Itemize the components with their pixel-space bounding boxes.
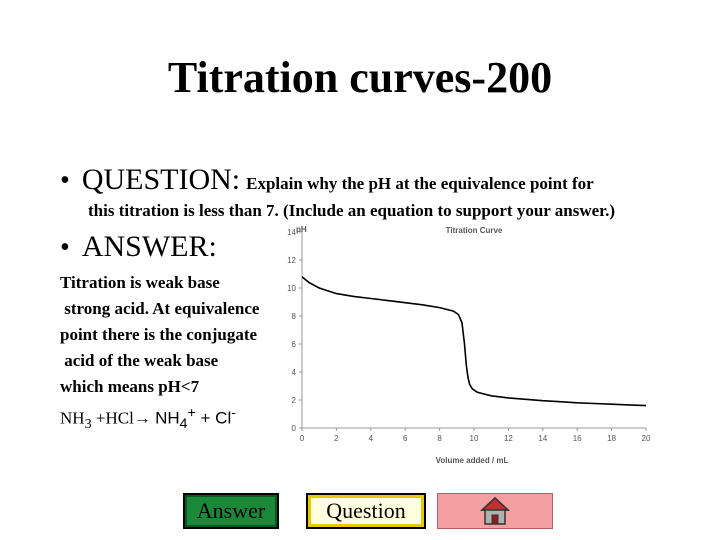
y-tick-label: 6 — [292, 340, 297, 349]
x-tick-label: 6 — [403, 434, 408, 443]
eq-nh4: NH — [155, 408, 180, 428]
answer-line-5: which means pH<7 — [60, 377, 200, 396]
eq-nh4-sup: + — [187, 405, 196, 421]
y-axis-label: pH — [296, 225, 307, 234]
slide-title: Titration curves-200 — [167, 53, 553, 102]
titration-chart: 0 2 4 6 8 10 12 14 0 2 4 6 8 10 12 14 16 18 20 Titration Cu… — [287, 225, 651, 465]
answer-line: • ANSWER: — [60, 230, 217, 264]
x-tick-label: 2 — [334, 434, 339, 443]
x-axis-label: Volume added / mL — [436, 456, 509, 465]
y-tick-label: 2 — [292, 396, 297, 405]
x-tick-label: 12 — [504, 434, 513, 443]
y-tick-label: 10 — [287, 284, 296, 293]
eq-arrow: → — [133, 408, 156, 428]
x-tick-label: 0 — [300, 434, 305, 443]
answer-line-4: acid of the weak base — [60, 351, 219, 370]
answer-body: Titration is weak base strong acid. At e… — [60, 270, 259, 437]
y-tick-label: 4 — [292, 368, 297, 377]
y-tick-label: 0 — [292, 424, 297, 433]
home-button[interactable] — [437, 493, 553, 529]
eq-nh4-sub: 4 — [179, 416, 188, 433]
answer-line-3: point there is the conjugate — [60, 325, 258, 344]
x-tick-label: 16 — [573, 434, 582, 443]
answer-equation: NH3 +HCl→ NH4+ + Cl- — [60, 400, 259, 437]
x-tick-label: 8 — [437, 434, 442, 443]
answer-line-2: strong acid. At equivalence — [60, 299, 260, 318]
titration-curve-line — [301, 276, 647, 407]
x-tick-label: 10 — [470, 434, 479, 443]
x-tick-label: 14 — [538, 434, 547, 443]
question-bullet: • — [60, 165, 70, 196]
eq-cl-sup: - — [231, 405, 236, 421]
question-text-1: Explain why the pH at the equivalence po… — [246, 174, 594, 193]
x-tick-label: 18 — [607, 434, 616, 443]
eq-plus-cl: + Cl — [195, 408, 232, 428]
x-tick-label: 4 — [369, 434, 374, 443]
answer-bullet: • — [60, 232, 70, 263]
x-tick-label: 20 — [642, 434, 651, 443]
answer-heading: ANSWER: — [81, 230, 217, 263]
eq-hcl: +HCl — [91, 408, 134, 428]
question-button[interactable]: Question — [306, 493, 426, 529]
eq-nh3-sub: 3 — [84, 416, 92, 433]
y-tick-label: 12 — [287, 256, 296, 265]
eq-nh3: NH — [60, 408, 85, 428]
chart-title: Titration Curve — [446, 226, 503, 235]
answer-button[interactable]: Answer — [183, 493, 279, 529]
home-icon — [480, 496, 510, 525]
question-text-2: this titration is less than 7. (Include … — [88, 201, 616, 220]
y-tick-label: 14 — [287, 228, 296, 237]
answer-line-1: Titration is weak base — [60, 273, 220, 292]
question-line: • QUESTION: Explain why the pH at the equi… — [60, 163, 594, 197]
question-heading: QUESTION: — [81, 163, 241, 196]
y-tick-label: 8 — [292, 312, 297, 321]
